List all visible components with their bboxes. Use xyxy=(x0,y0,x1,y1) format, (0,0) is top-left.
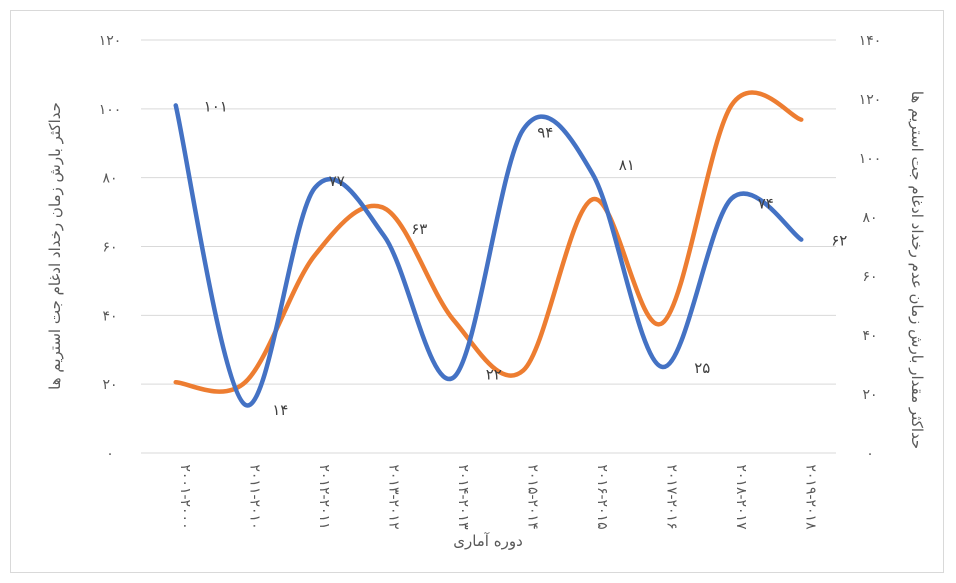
right-tick-label: ۶۰ xyxy=(862,269,877,285)
left-tick-label: ۲۰ xyxy=(102,377,117,393)
data-label: ۷۴ xyxy=(758,194,774,212)
left-tick-label: ۴۰ xyxy=(102,308,117,324)
x-tick-label: ۲۰۱۹-۲۰۱۸ xyxy=(802,464,818,530)
data-labels: ۱۰۱ ۱۴ ۷۷ ۶۳ ۲۲ ۹۴ ۸۱ ۲۵ ۷۴ ۶۲ xyxy=(204,97,848,418)
series-line-2 xyxy=(173,90,804,394)
data-label: ۷۷ xyxy=(329,172,345,190)
right-axis-title: حداکثر مقدار بارش زمان عدم رخداد ادغام ج… xyxy=(908,91,926,449)
x-tick-label: ۲۰۱۵-۲۰۱۴ xyxy=(524,464,540,529)
right-tick-label: ۰ xyxy=(866,446,874,462)
data-label: ۲۲ xyxy=(486,365,502,383)
right-tick-label: ۴۰ xyxy=(862,328,877,344)
data-label: ۱۴ xyxy=(272,401,288,419)
x-axis-title: دوره آماری xyxy=(453,532,523,550)
left-tick-label: ۶۰ xyxy=(102,240,117,256)
x-tick-label: ۲۰۱۳-۲۰۱۲ xyxy=(385,464,401,529)
right-tick-label: ۱۴۰ xyxy=(859,33,882,49)
x-tick-label: ۲۰۰۱-۲۰۰۰ xyxy=(177,464,193,529)
right-tick-label: ۱۲۰ xyxy=(859,92,882,108)
x-tick-label: ۲۰۱۶-۲۰۱۵ xyxy=(594,464,610,529)
left-axis-ticks: ۰ ۲۰ ۴۰ ۶۰ ۸۰ ۱۰۰ ۱۲۰ xyxy=(99,33,122,462)
chart-frame xyxy=(10,10,944,573)
series-lines xyxy=(173,90,804,408)
data-label: ۶۳ xyxy=(411,220,427,238)
data-label: ۱۰۱ xyxy=(204,97,228,115)
x-axis-ticks: ۲۰۰۱-۲۰۰۰ ۲۰۱۱-۲۰۱۰ ۲۰۱۲-۲۰۱۱ ۲۰۱۳-۲۰۱۲ ۲۰۱۴… xyxy=(177,464,819,530)
left-tick-label: ۰ xyxy=(106,446,114,462)
gridlines xyxy=(141,39,836,454)
x-tick-label: ۲۰۱۷-۲۰۱۶ xyxy=(663,464,679,529)
data-label: ۹۴ xyxy=(537,123,553,141)
left-tick-label: ۱۲۰ xyxy=(99,33,122,49)
right-tick-label: ۸۰ xyxy=(862,210,877,226)
right-tick-label: ۱۰۰ xyxy=(859,151,882,167)
data-label: ۸۱ xyxy=(619,156,635,174)
left-tick-label: ۱۰۰ xyxy=(99,102,122,118)
right-tick-label: ۲۰ xyxy=(862,387,877,403)
x-tick-label: ۲۰۱۱-۲۰۱۰ xyxy=(246,464,262,529)
x-tick-label: ۲۰۱۲-۲۰۱۱ xyxy=(316,464,332,529)
series-line-1 xyxy=(173,103,804,408)
left-tick-label: ۸۰ xyxy=(102,171,117,187)
left-axis-title: حداکثر بارش زمان رخداد ادغام جت استریم ه… xyxy=(46,102,64,390)
right-axis-ticks: ۰ ۲۰ ۴۰ ۶۰ ۸۰ ۱۰۰ ۱۲۰ ۱۴۰ xyxy=(859,33,882,462)
data-label: ۶۲ xyxy=(831,232,847,250)
x-tick-label: ۲۰۱۴-۲۰۱۳ xyxy=(455,464,471,530)
x-tick-label: ۲۰۱۸-۲۰۱۷ xyxy=(733,464,749,530)
data-label: ۲۵ xyxy=(694,359,710,377)
